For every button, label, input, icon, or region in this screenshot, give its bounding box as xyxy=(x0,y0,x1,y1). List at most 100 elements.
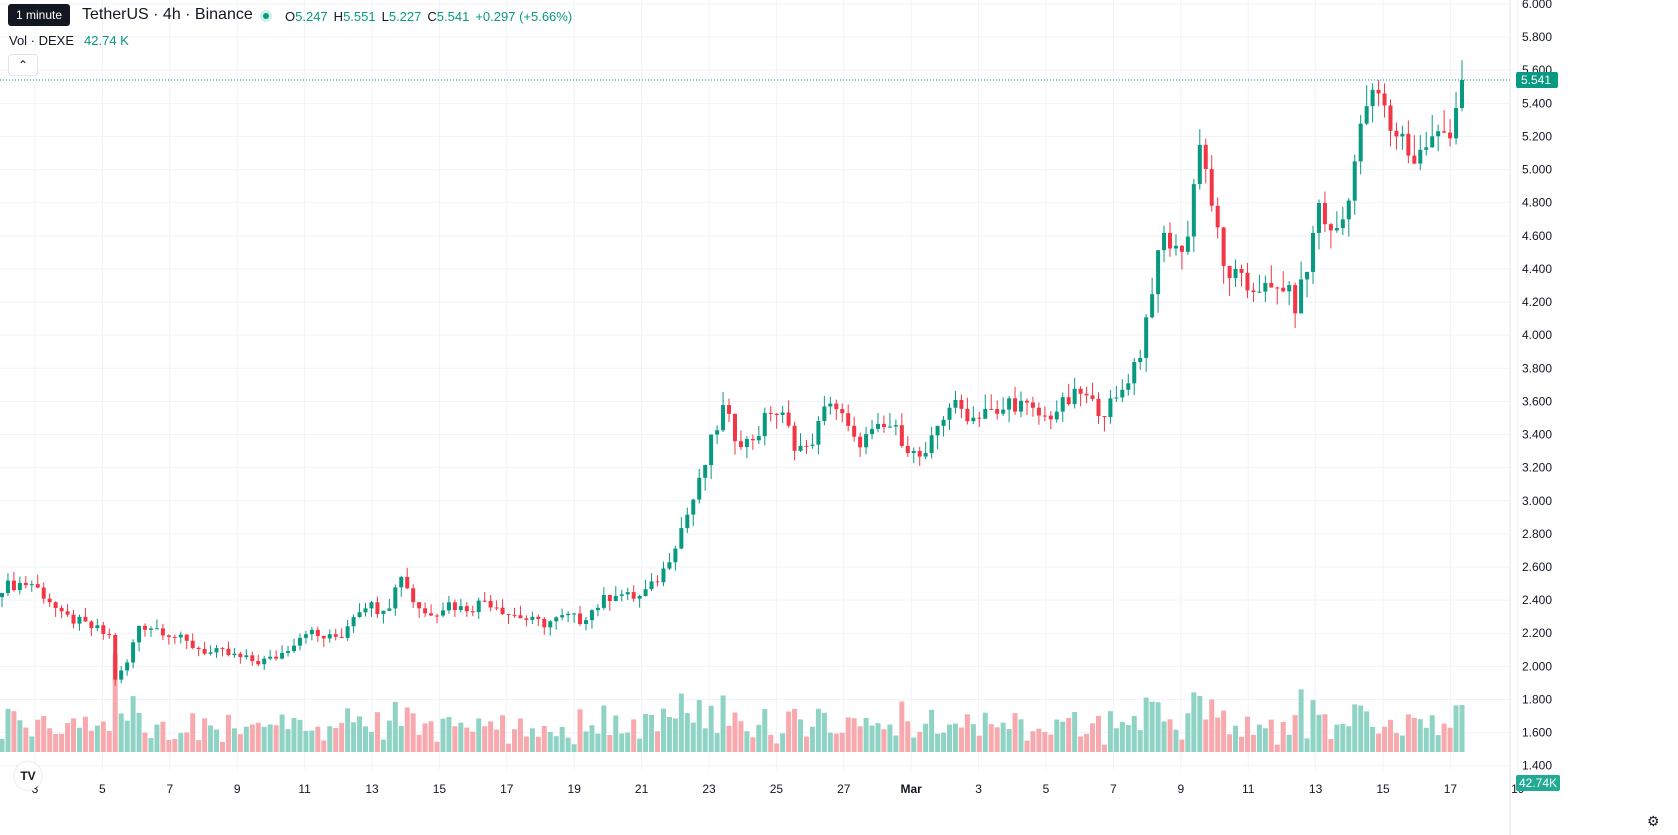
low-value: 5.227 xyxy=(388,9,422,24)
volume-bar xyxy=(1125,725,1131,752)
candle-body xyxy=(1382,93,1387,106)
candle-body xyxy=(375,602,380,615)
candle-body xyxy=(1168,232,1172,249)
volume-bar xyxy=(1113,728,1119,752)
candle-body xyxy=(917,450,922,457)
volume-bar xyxy=(774,743,780,752)
candle-body xyxy=(1233,268,1238,279)
volume-bar xyxy=(41,716,47,752)
candle-body xyxy=(506,613,511,615)
time-tick-label: 9 xyxy=(234,782,241,796)
volume-bar xyxy=(905,721,911,752)
candle-body xyxy=(786,412,791,426)
volume-bar xyxy=(249,724,255,752)
candle-body xyxy=(1209,169,1214,206)
candle-body xyxy=(387,608,392,611)
candle-body xyxy=(0,593,4,598)
candle-body xyxy=(1227,265,1232,279)
volume-bar xyxy=(166,739,172,752)
volume-bar xyxy=(1387,719,1393,752)
candle-body xyxy=(1144,317,1149,358)
candle-body xyxy=(727,405,732,414)
volume-bar xyxy=(792,708,798,752)
collapse-legend-button[interactable]: ⌃ xyxy=(8,54,38,76)
price-tick-label: 3.000 xyxy=(1522,494,1552,508)
volume-bar xyxy=(678,693,684,752)
volume-bar xyxy=(547,731,553,752)
candle-body xyxy=(721,405,726,431)
candle-body xyxy=(268,656,273,659)
candle-body xyxy=(1203,144,1208,170)
time-tick-label: 13 xyxy=(1309,782,1323,796)
volume-bar xyxy=(345,708,351,752)
volume-bar xyxy=(815,708,821,752)
candle-body xyxy=(762,412,767,437)
volume-bar xyxy=(899,701,905,752)
candle-body xyxy=(53,602,58,608)
volume-bar xyxy=(255,722,261,752)
volume-bar xyxy=(625,732,631,752)
candle-body xyxy=(1287,285,1292,292)
volume-bar xyxy=(1352,704,1358,752)
volume-bar xyxy=(476,718,482,752)
candle-body xyxy=(101,625,106,634)
volume-bar xyxy=(309,730,315,752)
volume-bar xyxy=(732,712,738,752)
candle-body xyxy=(1257,291,1262,293)
tradingview-logo-icon[interactable]: TV xyxy=(14,762,42,790)
volume-bar xyxy=(1221,710,1227,752)
candle-body xyxy=(1460,80,1464,109)
high-value: 5.551 xyxy=(343,9,376,24)
time-axis: 3579111315171921232527Mar35791113151719 xyxy=(32,782,1525,796)
candle-body xyxy=(71,614,76,624)
volume-bar xyxy=(917,731,923,752)
volume-bar xyxy=(1048,734,1054,752)
candle-body xyxy=(125,662,130,671)
volume-bar xyxy=(464,727,470,752)
volume-bar xyxy=(947,724,953,752)
symbol-title[interactable]: TetherUS · 4h · Binance xyxy=(82,6,253,23)
candle-body xyxy=(297,637,302,646)
volume-bar xyxy=(887,724,893,752)
candle-body xyxy=(1156,250,1161,295)
candle-body xyxy=(1197,144,1202,185)
volume-bar xyxy=(315,726,321,752)
candle-body xyxy=(1370,89,1375,107)
candle-body xyxy=(423,608,428,614)
volume-bar xyxy=(1179,739,1185,752)
volume-bar xyxy=(1090,723,1096,752)
volume-bar xyxy=(357,716,363,752)
candle-body xyxy=(166,635,171,637)
candle-body xyxy=(810,444,815,446)
volume-bar xyxy=(1328,739,1334,752)
volume-bar xyxy=(1149,701,1155,752)
candle-body xyxy=(1442,131,1447,133)
market-status-icon[interactable] xyxy=(260,10,272,22)
candle-body xyxy=(214,648,219,653)
ohlc-legend: O5.247 H5.551 L5.227 C5.541 +0.297 (+5.6… xyxy=(285,9,572,24)
candle-body xyxy=(1191,184,1196,237)
volume-bar xyxy=(1298,689,1304,752)
volume-bar xyxy=(923,723,929,752)
candle-body xyxy=(572,613,577,615)
candle-body xyxy=(685,514,690,529)
volume-bar xyxy=(291,717,297,752)
volume-bar xyxy=(1405,714,1411,752)
candle-body xyxy=(1418,149,1423,164)
candle-body xyxy=(923,453,928,457)
candle-body xyxy=(655,581,660,583)
volume-bar xyxy=(821,712,827,752)
volume-bar xyxy=(1227,734,1233,752)
candle-body xyxy=(500,607,505,614)
volume-value: 42.74 K xyxy=(84,33,129,48)
candle-body xyxy=(864,434,869,448)
volume-bar xyxy=(1423,727,1429,752)
candle-body xyxy=(792,425,797,451)
volume-bar xyxy=(160,721,166,752)
volume-bar xyxy=(5,708,11,752)
candle-body xyxy=(738,441,743,448)
volume-bar xyxy=(649,714,655,752)
settings-gear-icon[interactable]: ⚙ xyxy=(1647,813,1660,829)
candle-body xyxy=(470,611,475,613)
